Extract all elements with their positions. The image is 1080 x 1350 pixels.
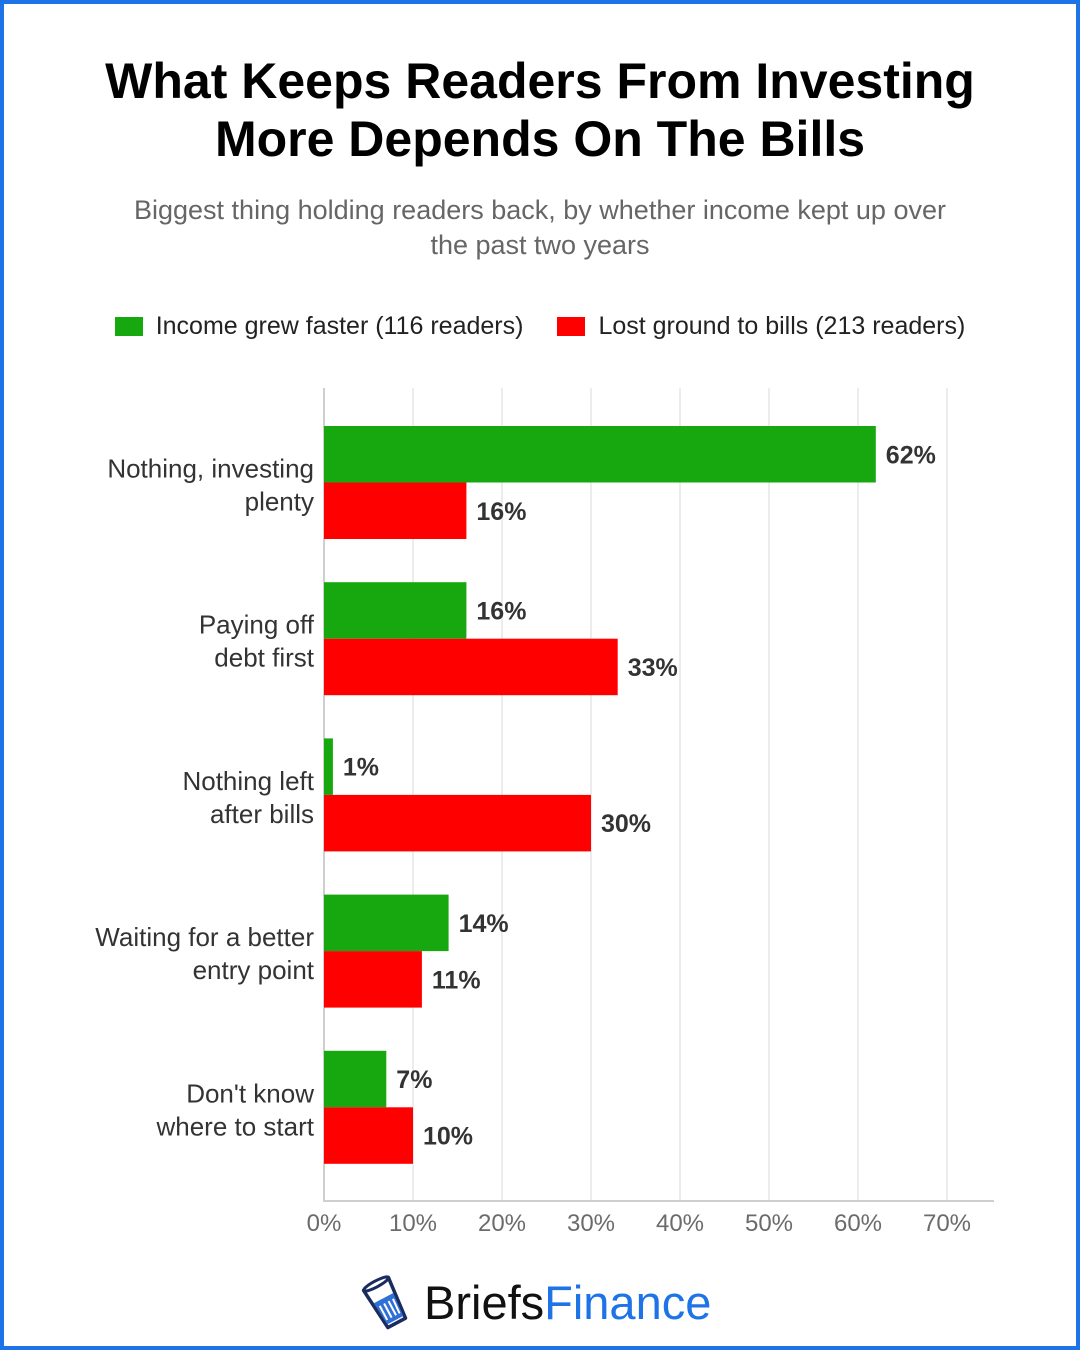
x-tick-label: 50% — [745, 1210, 793, 1237]
bar-income-grew — [324, 1050, 387, 1108]
x-tick-label: 30% — [567, 1210, 615, 1237]
title-line-2: More Depends On The Bills — [214, 111, 866, 167]
bar-income-grew — [324, 894, 449, 952]
legend-swatch-red — [557, 317, 586, 336]
data-label: 33% — [628, 654, 678, 682]
logo-wordmark: BriefsFinance — [424, 1273, 711, 1333]
bar-lost-ground — [324, 638, 618, 696]
chart-title: What Keeps Readers From Investing More D… — [0, 52, 1080, 168]
legend-item-income-grew: Income grew faster (116 readers) — [114, 312, 524, 341]
glass-of-money-icon — [361, 1275, 408, 1330]
x-tick-label: 60% — [834, 1210, 882, 1237]
category-label: where to start — [155, 1111, 314, 1141]
logo: BriefsFinance — [354, 1272, 711, 1334]
category-label: Don't know — [186, 1078, 314, 1108]
legend: Income grew faster (116 readers) Lost gr… — [0, 312, 1080, 341]
category-label: debt first — [214, 643, 314, 673]
x-tick-label: 0% — [307, 1210, 342, 1237]
bar-income-grew — [324, 582, 467, 639]
category-label: Waiting for a better — [95, 922, 314, 952]
chart-subtitle: Biggest thing holding readers back, by w… — [134, 195, 946, 260]
data-label: 62% — [886, 441, 936, 469]
x-tick-label: 40% — [656, 1210, 704, 1237]
bar-income-grew — [324, 738, 333, 795]
bar-lost-ground — [324, 951, 422, 1008]
bar-lost-ground — [324, 482, 467, 539]
category-label: after bills — [210, 799, 314, 829]
category-label: Nothing left — [182, 766, 314, 796]
title-line-1: What Keeps Readers From Investing — [105, 53, 975, 109]
category-label: Nothing, investing — [107, 454, 314, 484]
data-label: 14% — [459, 910, 509, 938]
data-label: 7% — [396, 1066, 432, 1094]
legend-label: Lost ground to bills (213 readers) — [598, 312, 966, 340]
category-label: plenty — [245, 487, 314, 517]
data-label: 16% — [476, 498, 526, 526]
data-label: 10% — [423, 1123, 473, 1151]
logo-text-briefs: Briefs — [424, 1276, 545, 1329]
x-tick-label: 10% — [389, 1210, 437, 1237]
bar-lost-ground — [324, 794, 591, 852]
category-label: entry point — [193, 955, 315, 985]
category-label: Paying off — [199, 610, 315, 640]
data-label: 16% — [476, 597, 526, 625]
data-label: 30% — [601, 810, 651, 838]
bar-income-grew — [324, 426, 876, 483]
logo-text-finance: Finance — [544, 1276, 712, 1329]
data-label: 11% — [432, 966, 481, 994]
legend-label: Income grew faster (116 readers) — [155, 312, 524, 340]
x-tick-label: 70% — [923, 1210, 971, 1237]
legend-swatch-green — [114, 317, 143, 336]
x-tick-label: 20% — [478, 1210, 526, 1237]
data-label: 1% — [343, 754, 379, 782]
legend-item-lost-ground: Lost ground to bills (213 readers) — [557, 312, 965, 341]
bar-lost-ground — [324, 1107, 413, 1164]
